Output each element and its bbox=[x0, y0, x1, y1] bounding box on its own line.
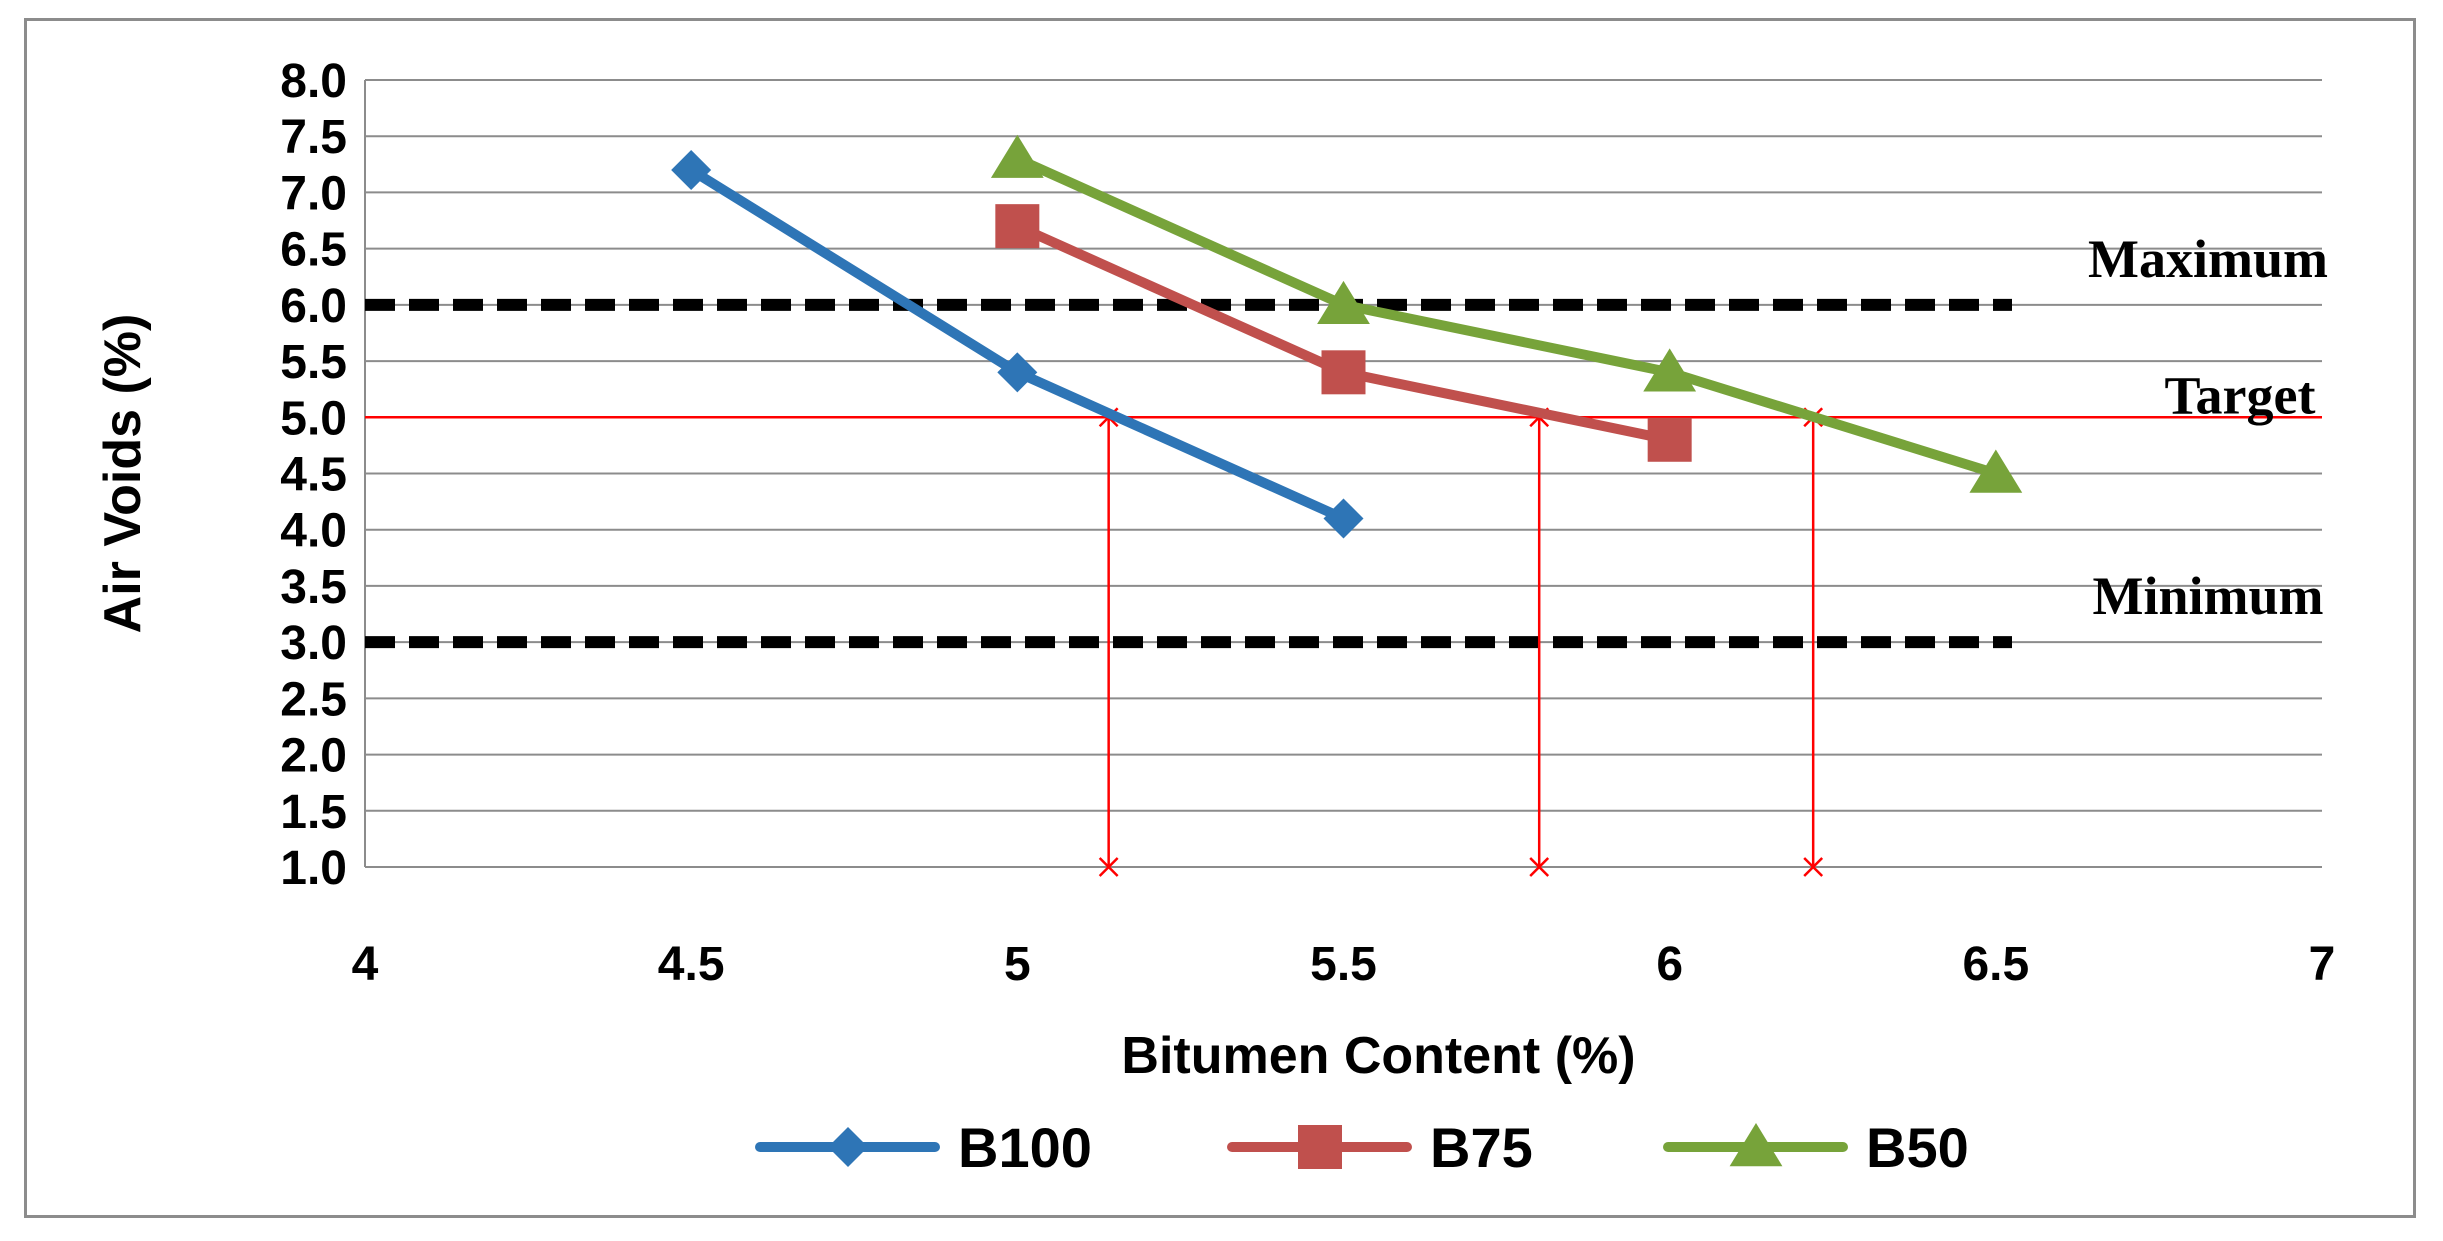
y-tick-label: 8.0 bbox=[280, 55, 347, 108]
x-tick-label: 6.5 bbox=[1962, 938, 2029, 991]
data-point-b50 bbox=[1317, 280, 1370, 325]
legend-label-b50: B50 bbox=[1866, 1116, 1969, 1179]
data-point-b50 bbox=[1643, 348, 1697, 392]
y-tick-label: 3.5 bbox=[280, 561, 347, 614]
y-tick-label: 6.5 bbox=[280, 224, 347, 277]
y-tick-label: 3.0 bbox=[280, 617, 347, 670]
y-tick-label: 5.0 bbox=[280, 392, 347, 445]
y-tick-label: 4.5 bbox=[280, 449, 347, 502]
legend-marker-b100 bbox=[828, 1127, 868, 1167]
x-axis-title: Bitumen Content (%) bbox=[1121, 1027, 1635, 1085]
data-point-b50 bbox=[990, 134, 1044, 178]
series-line-b75 bbox=[1012, 221, 1675, 445]
series-b100 bbox=[671, 149, 1364, 539]
legend-marker-b75 bbox=[1298, 1125, 1342, 1169]
series-b50 bbox=[990, 134, 2023, 493]
grid-layer bbox=[364, 79, 2322, 868]
y-axis-title: Air Voids (%) bbox=[94, 314, 152, 634]
legend-item-b100: B100 bbox=[755, 1116, 1092, 1179]
data-point-b75 bbox=[995, 204, 1040, 249]
reference-lines: Maximum Target Minimum bbox=[365, 229, 2328, 649]
legend-marker-b50 bbox=[1729, 1123, 1783, 1167]
legend: B100 B75 B50 bbox=[755, 1116, 1969, 1179]
drop-marker-bottom-1 bbox=[1529, 857, 1550, 877]
x-tick-label: 5 bbox=[1004, 938, 1031, 991]
y-tick-label: 5.5 bbox=[280, 336, 347, 389]
legend-item-b50: B50 bbox=[1663, 1116, 1969, 1179]
x-tick-label: 7 bbox=[2309, 938, 2336, 991]
data-point-b75 bbox=[1321, 350, 1366, 395]
x-tick-label: 5.5 bbox=[1310, 938, 1377, 991]
series-layer bbox=[671, 134, 2023, 539]
legend-label-b100: B100 bbox=[958, 1116, 1092, 1179]
y-tick-label: 2.5 bbox=[280, 673, 347, 726]
data-point-b100 bbox=[671, 149, 712, 190]
y-tick-label: 2.0 bbox=[280, 730, 347, 783]
x-tick-label: 4.5 bbox=[658, 938, 725, 991]
chart-frame bbox=[24, 18, 2416, 1218]
data-point-b75 bbox=[1647, 417, 1692, 462]
x-tick-label: 6 bbox=[1656, 938, 1683, 991]
tick-labels: 1.01.52.02.53.03.54.04.55.05.56.06.57.07… bbox=[280, 55, 2335, 991]
y-tick-label: 4.0 bbox=[280, 505, 347, 558]
legend-item-b75: B75 bbox=[1227, 1116, 1533, 1179]
ref-maximum-label: Maximum bbox=[2088, 229, 2328, 289]
y-tick-label: 1.0 bbox=[280, 842, 347, 895]
drop-marker-bottom-0 bbox=[1098, 857, 1119, 877]
y-tick-label: 7.5 bbox=[280, 111, 347, 164]
legend-label-b75: B75 bbox=[1430, 1116, 1533, 1179]
x-tick-label: 4 bbox=[352, 938, 379, 991]
series-line-b50 bbox=[1012, 153, 2001, 479]
data-point-b100 bbox=[1323, 498, 1364, 539]
data-point-b100 bbox=[997, 352, 1038, 393]
y-tick-label: 7.0 bbox=[280, 167, 347, 220]
series-b75 bbox=[995, 204, 1692, 462]
y-tick-label: 6.0 bbox=[280, 280, 347, 333]
data-point-b50 bbox=[1969, 449, 2023, 493]
drop-marker-bottom-2 bbox=[1803, 857, 1824, 877]
y-tick-label: 1.5 bbox=[280, 786, 347, 839]
ref-minimum-label: Minimum bbox=[2092, 566, 2323, 626]
ref-target-label: Target bbox=[2165, 365, 2316, 425]
